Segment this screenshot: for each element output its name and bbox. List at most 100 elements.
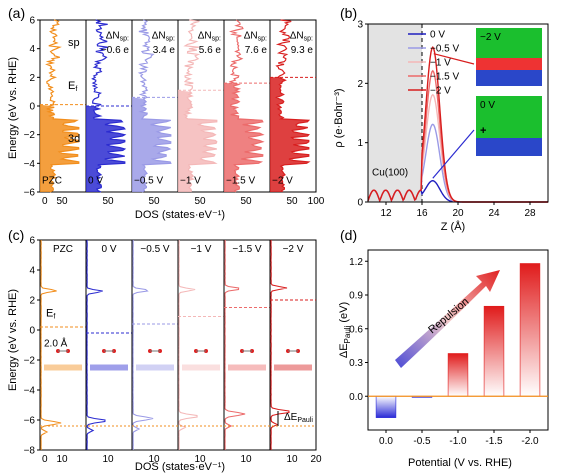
panel-d-xtick-label: -2.0 [521,436,539,447]
panel-c-surface-slab [136,364,174,371]
panel-b-inset-top-label: −2 V [480,32,501,43]
panel-c-xtick-label: 10 [148,454,160,465]
panel-d-bar [447,353,469,397]
panel-d-ytick-label: 0.6 [349,324,363,335]
panel-b-ytick-label: 1 [357,138,363,149]
panel-c-ytick-label: 2 [29,296,35,307]
panel-c-subplot-frame [131,239,179,451]
panel-a-xtick-label: 0 [42,196,48,207]
panel-a-potential-label: 0 V [88,175,103,186]
panel-d-ytick-label: 1.2 [349,257,363,268]
panel-b-legend-label: −0.5 V [430,44,460,55]
panel-b-inset-pointer-bottom [432,129,475,179]
panel-label-a: (a) [8,5,25,21]
panel-a-delta-nsp-label: ΔNsp: [244,31,267,43]
panel-b-inset-ion-label: + [480,125,486,137]
panel-d-repulsion-label: Repulsion [426,296,471,337]
panel-a-xtick-label: 50 [240,196,252,207]
panel-a-dos-line [137,19,172,193]
panel-b-xtick-label: 12 [380,208,392,219]
panel-c-pauli-label: ΔEPauli [284,412,313,424]
panel-a-occupied-area [86,106,125,192]
panel-a-dos-line [182,19,218,193]
panel-c-potential-label: −1 V [191,244,212,255]
panel-a-ytick-label: 0 [29,102,35,113]
panel-a-delta-nsp-value: 3.4 e [153,45,176,56]
panel-a-ytick-label: −6 [24,188,36,199]
panel-a-delta-nsp-value: 5.6 e [199,45,222,56]
panel-d-ylabel: ΔEPauli (eV) [338,302,352,358]
panel-a-ytick-label: −2 [24,130,36,141]
panel-d-ytick-label: 0.3 [349,358,363,369]
panel-d-pauli-bar-chart: ΔEPauli (eV) Potential (V vs. RHE) 0.0 0.… [338,249,549,469]
panel-b-inset-top-slab [476,70,542,86]
panel-c-ytick-label: 4 [29,266,35,277]
panel-c-subplot-frame [223,239,271,451]
panel-a-ytick-label: 2 [29,73,35,84]
panel-b-xtick-label: 16 [416,208,428,219]
panel-c-surface-slab [274,364,312,371]
panel-d-xtick-label: -1.5 [485,436,503,447]
panel-c-potential-label: −0.5 V [140,244,170,255]
panel-a-xtick-label: 50 [286,196,298,207]
panel-a-dos-line [228,19,265,193]
panel-c-ytick-label: −6 [24,416,36,427]
panel-c-potential-label: PZC [53,244,73,255]
panel-b-inset-pointer-top [433,53,475,65]
panel-c-surface-slab [90,364,128,371]
panel-a-3d-label: 3d [68,133,80,145]
panel-a-xtick-label: 50 [194,196,206,207]
panel-b-xtick-label: 24 [488,208,500,219]
panel-c-xlabel: DOS (states·eV⁻¹) [135,461,225,473]
panel-a-xlabel: DOS (states·eV⁻¹) [135,209,225,221]
panel-b-surface-label: Cu(100) [372,167,408,178]
panel-d-bar [519,263,541,397]
panel-a-occupied-area [132,97,171,192]
panel-b-surface-region [368,24,422,202]
panel-c-dos-line [132,239,154,450]
panel-a-dos-chart: Energy (eV vs. RHE) DOS (states·eV⁻¹) −6… [7,16,325,222]
panel-c-adsorbate-dos-chart: Energy (eV vs. RHE) DOS (states·eV⁻¹) −8… [7,236,322,474]
panel-c-ytick-label: 6 [29,236,35,247]
panel-d-xtick-label: -1.0 [449,436,467,447]
panel-c-xtick-label: 0 [42,454,48,465]
panel-label-d: (d) [340,227,357,243]
panel-c-potential-label: 0 V [101,244,116,255]
panel-d-xtick-label: 0.0 [379,436,393,447]
panel-b-inset-top-band [476,58,542,70]
panel-d-bar [375,395,397,418]
panel-c-dos-line [224,239,246,451]
panel-a-potential-label: −0.5 V [134,175,164,186]
panel-d-repulsion-arrow [395,270,500,368]
panel-b-density-chart: ρ (e·Bohr⁻³) Z (Å) Cu(100)12 16 20 24 280123… [333,20,549,233]
panel-c-ytick-label: −2 [24,356,36,367]
panel-c-ytick-label: −4 [24,386,36,397]
panel-a-ylabel: Energy (eV vs. RHE) [7,57,19,159]
panel-a-occupied-area [178,90,217,192]
panel-c-xtick-label: 10 [240,454,252,465]
panel-b-xtick-label: 20 [452,208,464,219]
panel-a-potential-label: −2 V [272,175,293,186]
panel-b-legend-label: 0 V [430,30,445,41]
panel-d-bar [483,305,505,397]
panel-b-inset-bottom-slab [476,138,542,156]
panel-b-ytick-label: 0 [357,198,363,209]
panel-a-xtick-label: 50 [102,196,114,207]
panel-d-xlabel: Potential (V vs. RHE) [408,457,512,469]
panel-a-delta-nsp-value: 7.6 e [245,45,268,56]
panel-a-ef-label: Ef [68,80,77,93]
panel-c-potential-label: −1.5 V [232,244,262,255]
panel-label-b: (b) [340,5,357,21]
panel-a-xtick-label: 100 [308,196,325,207]
panel-a-delta-nsp-value: −0.6 e [101,45,130,56]
panel-a-delta-nsp-label: ΔNsp: [106,31,129,43]
panel-a-delta-nsp-label: ΔNsp: [152,31,175,43]
panel-a-dos-line [45,19,80,193]
panel-d-xtick-label: -0.5 [413,436,431,447]
panel-c-distance-label: 2.0 Å [44,337,68,350]
panel-c-xtick-label: 10 [194,454,206,465]
panel-c-dos-line [270,239,290,450]
panel-b-legend-label: −1.5 V [430,72,460,83]
panel-c-dos-line [178,239,198,451]
